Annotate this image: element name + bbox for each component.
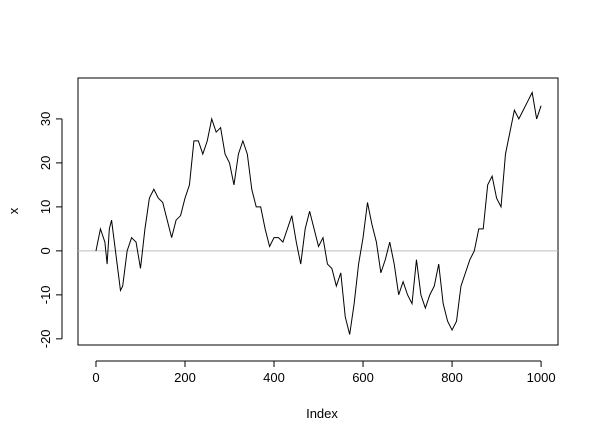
- x-tick-label: 200: [174, 370, 196, 385]
- x-tick-label: 600: [352, 370, 374, 385]
- y-tick-label: -10: [38, 285, 53, 304]
- y-tick-label: -20: [38, 329, 53, 348]
- plot-box: [77, 77, 559, 346]
- y-tick-label: 20: [38, 156, 53, 170]
- x-axis-label: Index: [306, 406, 338, 421]
- x-tick-label: 0: [92, 370, 99, 385]
- x-tick-label: 1000: [527, 370, 556, 385]
- x-tick-label: 800: [441, 370, 463, 385]
- y-axis-label: x: [6, 207, 21, 214]
- y-tick-label: 10: [38, 200, 53, 214]
- data-line: [95, 90, 542, 335]
- x-tick-label: 400: [263, 370, 285, 385]
- y-tick-label: 0: [38, 247, 53, 254]
- y-tick-label: 30: [38, 112, 53, 126]
